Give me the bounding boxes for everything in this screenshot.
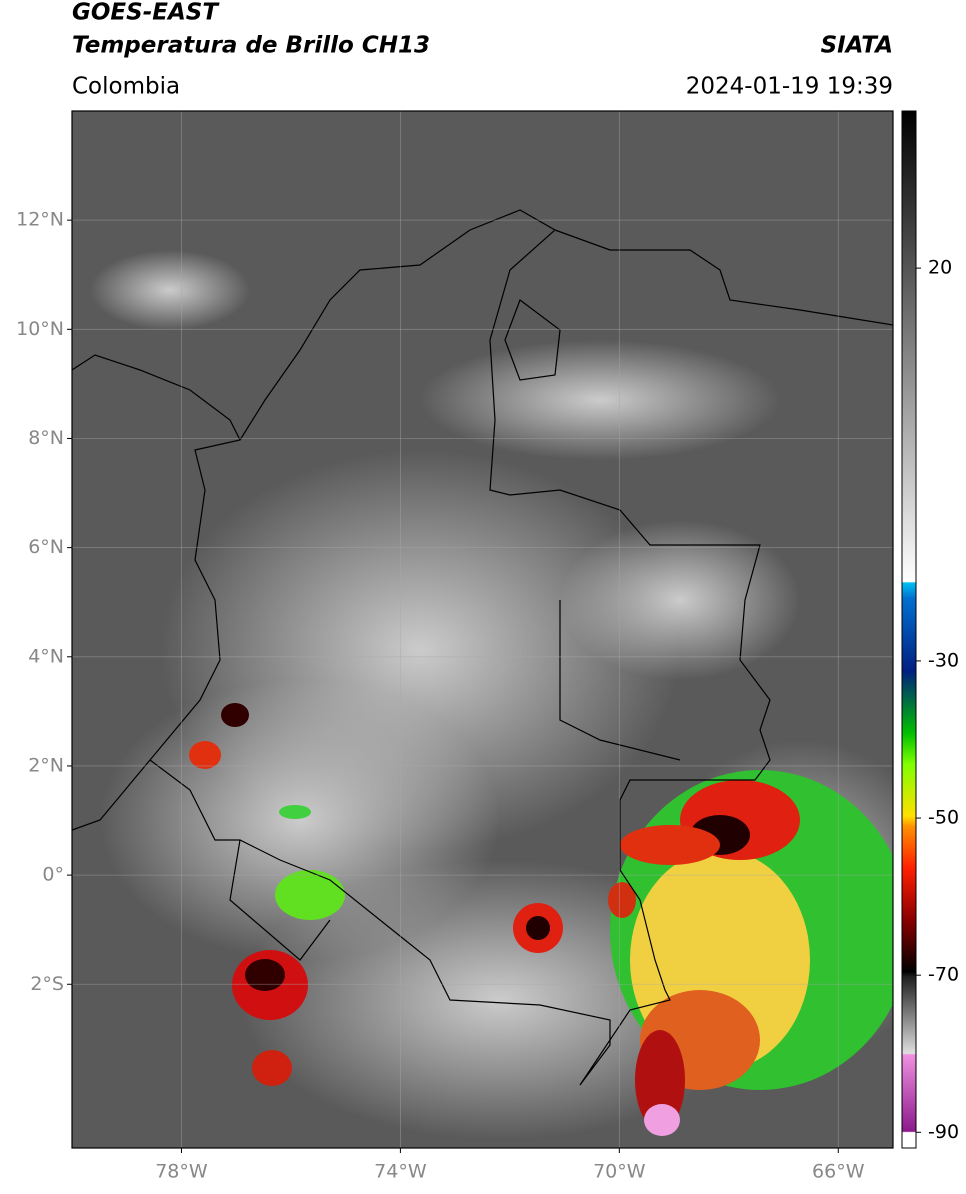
- colorbar-tick-label: -50: [928, 807, 959, 829]
- datetime: 2024-01-19 19:39: [686, 74, 893, 100]
- map-image: [72, 111, 893, 1148]
- title: GOES-EAST: [72, 0, 220, 26]
- y-tick-label: 2°S: [30, 973, 64, 995]
- y-tick-label: 12°N: [16, 209, 64, 231]
- subtitle: Temperatura de Brillo CH13: [72, 33, 430, 59]
- graticule: [72, 111, 893, 1148]
- y-tick-label: 4°N: [28, 645, 64, 667]
- colorbar-tick-label: -90: [928, 1121, 959, 1143]
- y-tick-label: 10°N: [16, 318, 64, 340]
- map-frame: [71, 110, 894, 1149]
- colorbar-tick-label: -30: [928, 649, 959, 671]
- source: SIATA: [821, 33, 893, 59]
- x-tick-label: 78°W: [155, 1161, 208, 1183]
- colorbar: [901, 110, 917, 1149]
- y-tick-label: 8°N: [28, 427, 64, 449]
- y-tick-label: 2°N: [28, 754, 64, 776]
- y-tick-label: 0°: [42, 864, 64, 886]
- y-tick-label: 6°N: [28, 536, 64, 558]
- colorbar-tick-label: 20: [928, 257, 952, 279]
- colorbar-tick-label: -70: [928, 964, 959, 986]
- x-tick-label: 74°W: [374, 1161, 427, 1183]
- x-tick-label: 70°W: [593, 1161, 646, 1183]
- x-tick-label: 66°W: [812, 1161, 865, 1183]
- borders: [72, 209, 893, 1086]
- region: Colombia: [72, 74, 180, 100]
- convective-cells: [189, 703, 893, 1136]
